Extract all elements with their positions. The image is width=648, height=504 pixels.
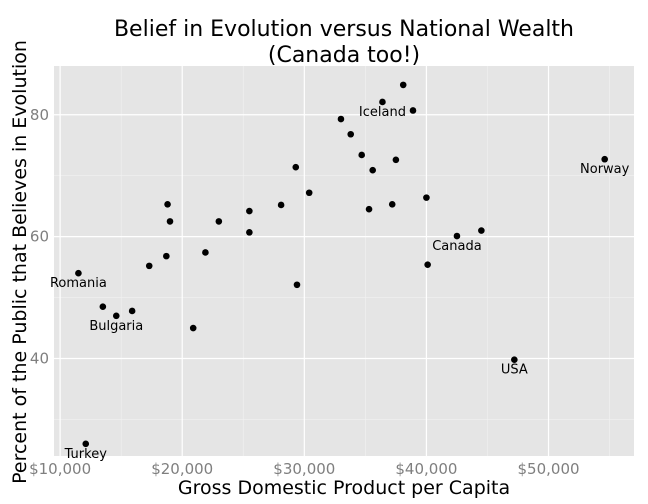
data-point xyxy=(453,232,461,240)
data-point xyxy=(277,201,285,209)
data-point xyxy=(369,166,376,174)
point-label: Bulgaria xyxy=(89,319,143,334)
data-points xyxy=(75,81,608,448)
data-point xyxy=(511,356,518,364)
data-point xyxy=(337,115,345,123)
data-point xyxy=(423,194,430,201)
data-point xyxy=(75,269,82,277)
chart-title-line-2: (Canada too!) xyxy=(268,43,420,68)
data-point xyxy=(246,207,253,215)
x-tick-label: $30,000 xyxy=(273,460,335,478)
data-point xyxy=(163,252,170,260)
data-point xyxy=(99,303,107,311)
data-point xyxy=(347,130,355,138)
plot-panel xyxy=(54,66,634,456)
point-label: Canada xyxy=(432,239,481,254)
point-label: Norway xyxy=(580,162,630,177)
point-label: Turkey xyxy=(64,447,108,462)
data-point xyxy=(601,155,608,163)
data-point xyxy=(379,98,386,106)
y-axis-title: Percent of the Public that Believes in E… xyxy=(9,40,31,484)
x-tick-label: $10,000 xyxy=(29,460,91,478)
y-tick-label: 60 xyxy=(30,228,49,246)
data-point xyxy=(358,151,366,159)
data-point xyxy=(215,218,223,225)
data-point xyxy=(399,81,407,89)
x-tick-label: $50,000 xyxy=(518,460,580,478)
tick-labels: $10,000 $20,000 $30,000 $40,000 $50,000 40 60 8… xyxy=(29,106,579,478)
data-point xyxy=(202,249,209,256)
data-point xyxy=(388,201,396,208)
data-point xyxy=(292,163,300,171)
data-point xyxy=(166,218,174,225)
grid-lines xyxy=(54,66,634,456)
data-point xyxy=(189,324,197,332)
y-tick-label: 80 xyxy=(30,106,49,124)
y-tick-label: 40 xyxy=(30,350,49,368)
chart-title-line-1: Belief in Evolution versus National Weal… xyxy=(114,17,574,42)
data-point xyxy=(164,201,171,208)
point-label: Romania xyxy=(50,276,107,291)
data-point xyxy=(478,227,485,234)
data-point xyxy=(392,156,400,164)
point-label: Iceland xyxy=(359,105,406,120)
data-point xyxy=(365,205,373,213)
data-point xyxy=(82,440,90,448)
point-label: USA xyxy=(501,363,528,378)
data-point xyxy=(424,261,431,268)
data-point xyxy=(305,189,313,197)
data-point xyxy=(293,281,301,289)
point-labels: Romania Turkey Bulgaria Iceland Canada USA Nor… xyxy=(50,105,630,462)
x-tick-label: $40,000 xyxy=(395,460,457,478)
data-point xyxy=(246,229,253,236)
data-point xyxy=(409,107,417,114)
x-tick-label: $20,000 xyxy=(151,460,213,478)
data-point xyxy=(128,307,136,315)
data-point xyxy=(145,262,153,270)
data-point xyxy=(112,312,120,320)
x-axis-title: Gross Domestic Product per Capita xyxy=(178,477,510,499)
